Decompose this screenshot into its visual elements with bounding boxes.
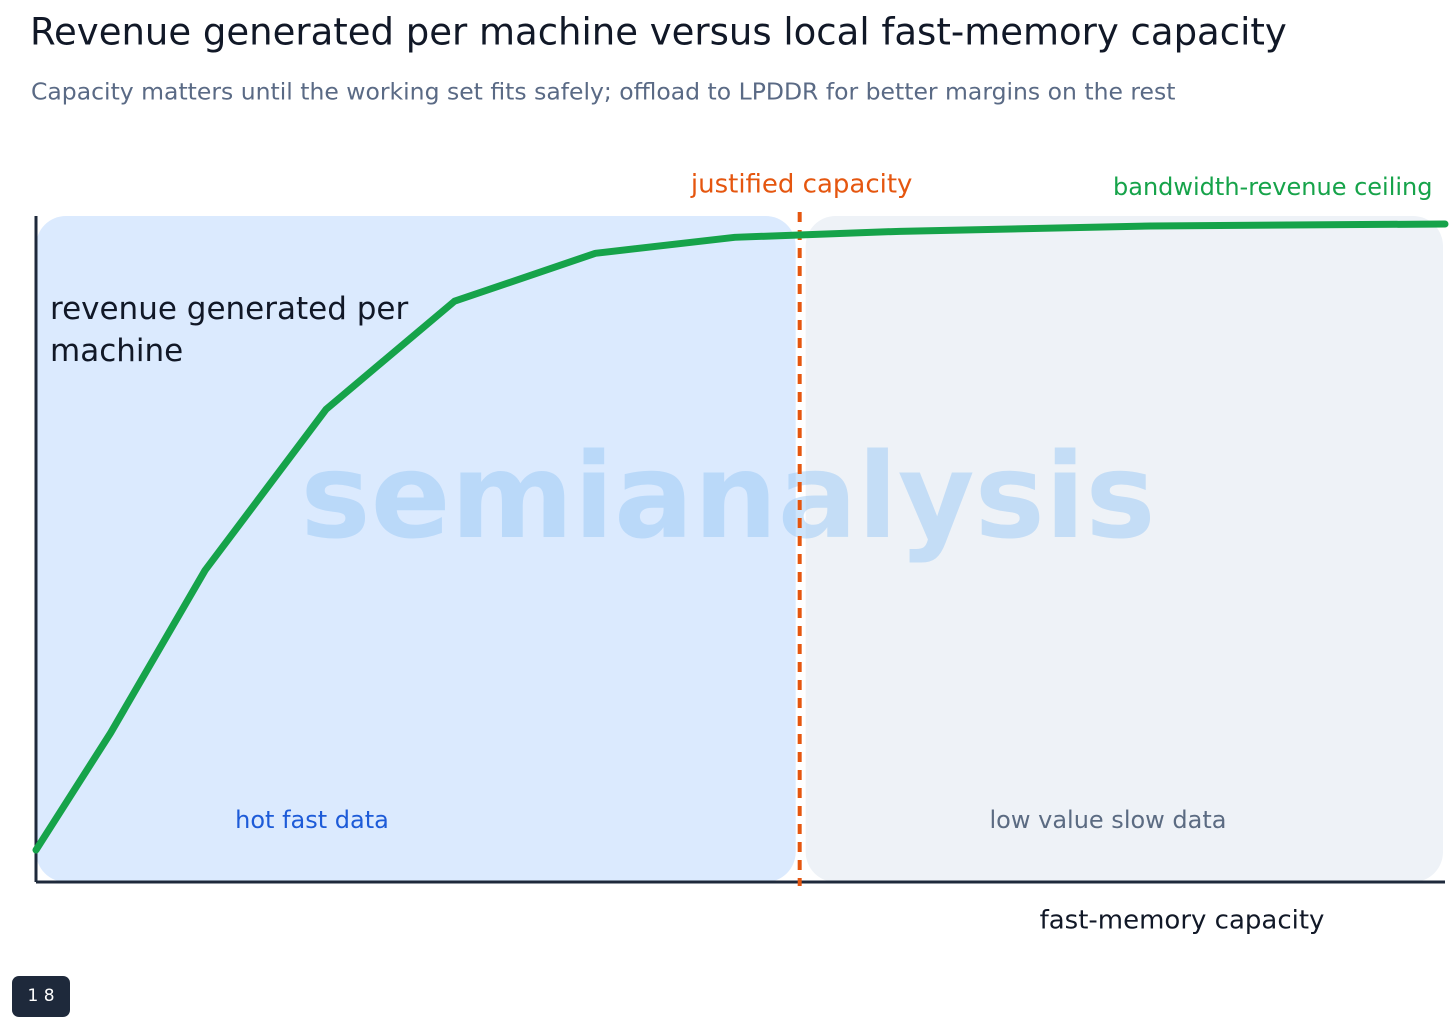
badge (12, 976, 70, 1017)
series-label: bandwidth-revenue ceiling (1113, 173, 1433, 201)
region (805, 216, 1443, 882)
y-axis-label: revenue generated per machine (50, 291, 409, 369)
chart-title: Revenue generated per machine versus loc… (30, 11, 1287, 54)
y-axis-label-box: revenue generated per machine (50, 291, 409, 369)
badge-label: 1 8 (27, 986, 54, 1006)
watermark: semianalysis (300, 427, 1155, 565)
chart-subtitle: Capacity matters until the working set f… (31, 78, 1175, 106)
region-label: low value slow data (990, 806, 1227, 834)
threshold-label: justified capacity (690, 170, 913, 200)
region (36, 216, 796, 882)
series-line (32, 220, 1449, 854)
x-axis-label: fast-memory capacity (1040, 906, 1325, 936)
region-label: hot fast data (235, 806, 389, 834)
